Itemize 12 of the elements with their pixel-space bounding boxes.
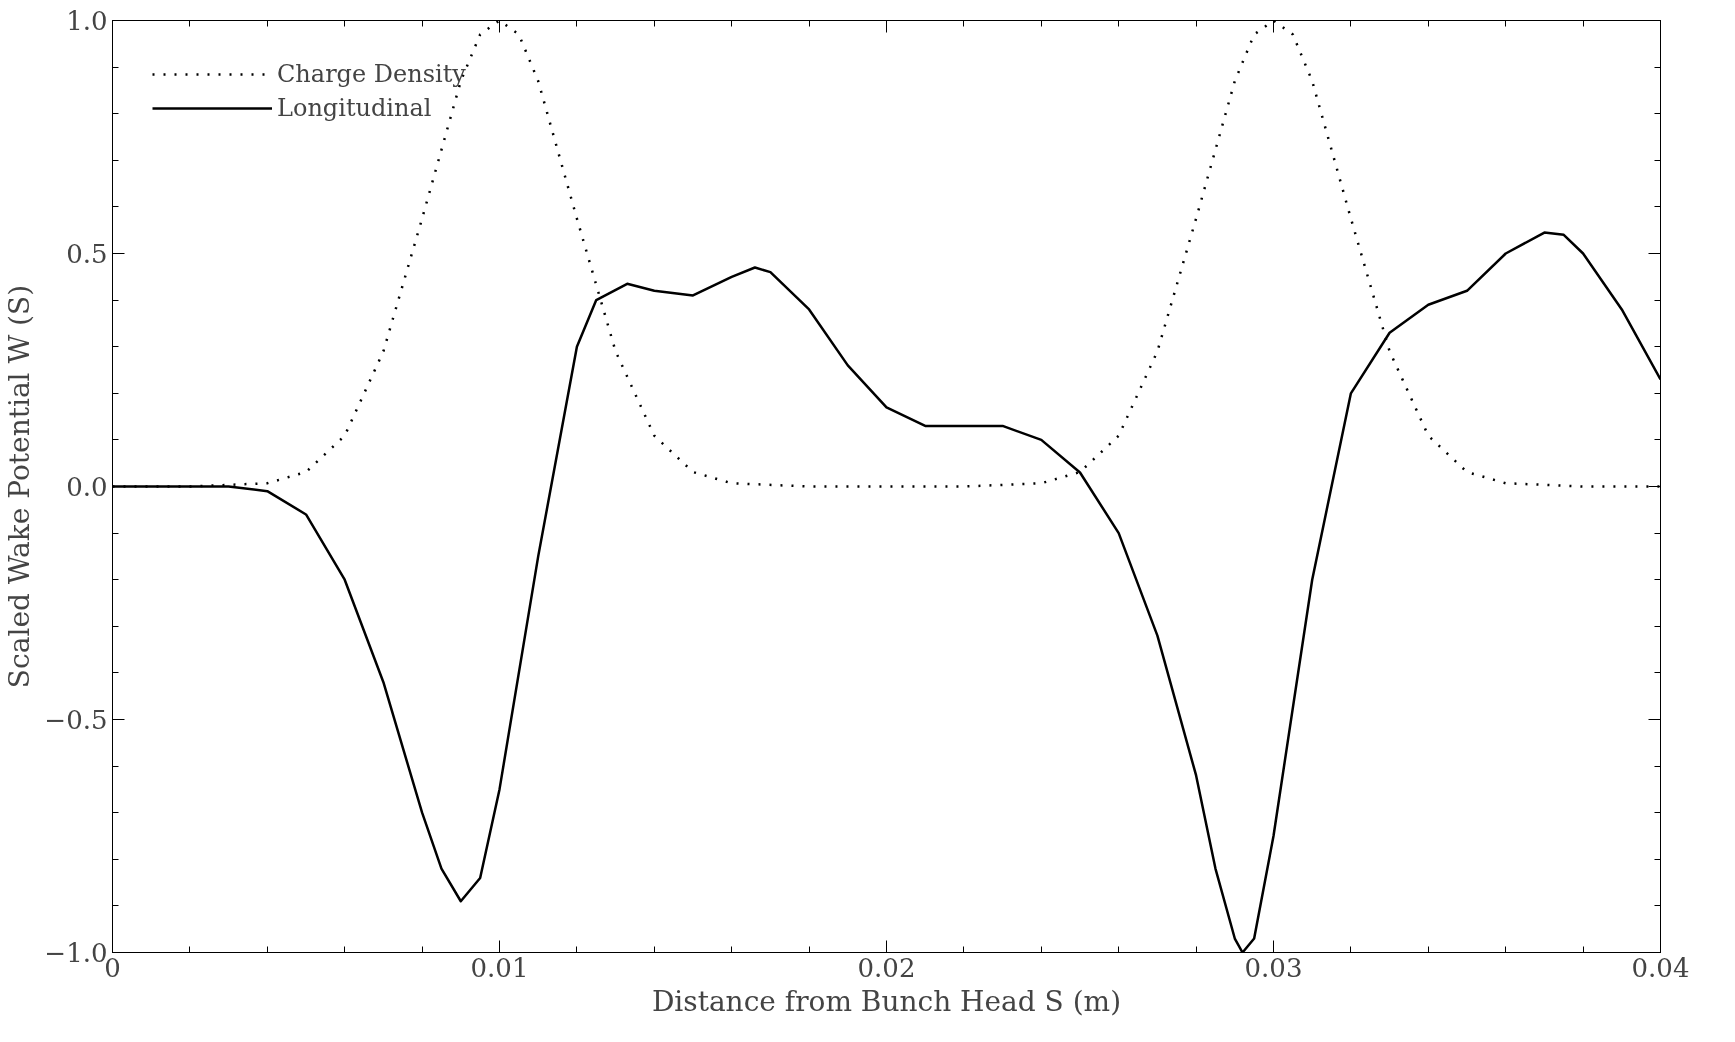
x-tick-label: 0.04 [1631, 952, 1690, 983]
legend-label: Longitudinal [277, 94, 432, 122]
y-tick-label: −0.5 [44, 705, 108, 735]
x-tick-label: 0.02 [857, 952, 916, 983]
x-tick-label: 0.01 [470, 952, 529, 983]
x-axis-title: Distance from Bunch Head S (m) [651, 984, 1122, 1018]
x-tick-label: 0.03 [1244, 952, 1303, 983]
y-axis-title: Scaled Wake Potential W (S) [3, 284, 37, 689]
legend-label: Charge Density [277, 60, 466, 88]
y-tick-label: 1.0 [66, 6, 108, 36]
y-tick-label: 0.5 [66, 239, 108, 269]
y-tick-label: 0.0 [66, 472, 108, 502]
